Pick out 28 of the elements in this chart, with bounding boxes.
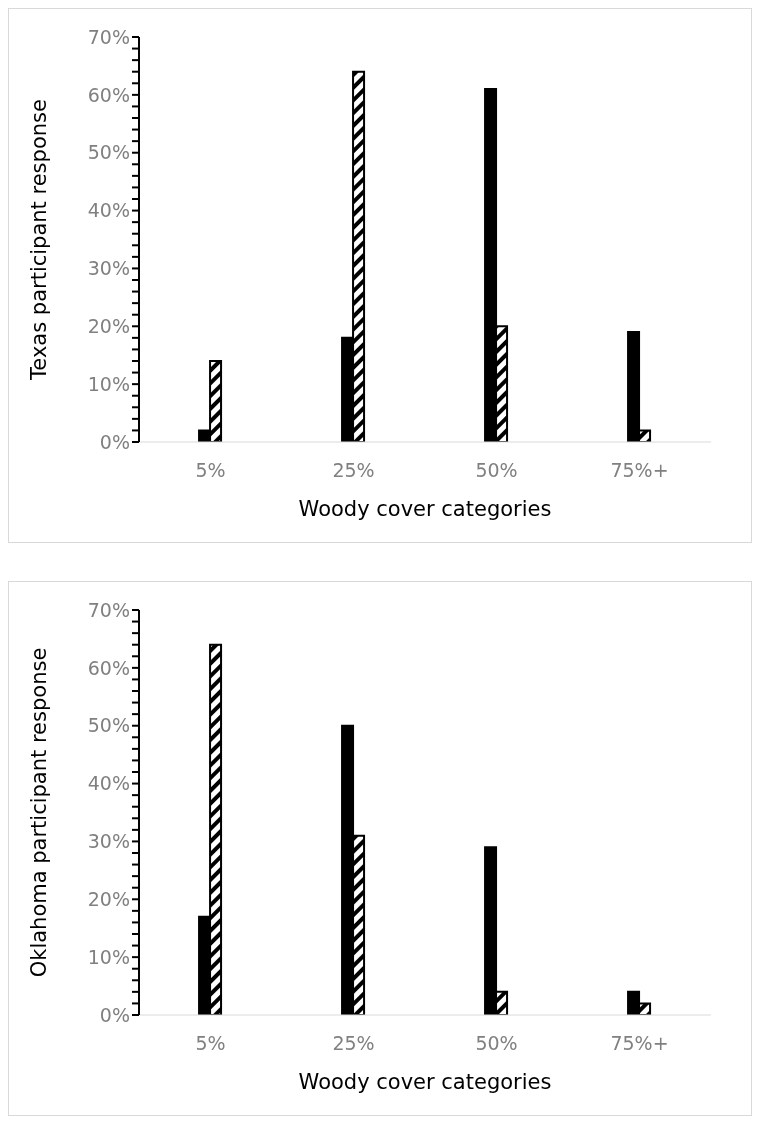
y-tick-label: 30% — [87, 830, 130, 853]
y-tick-label: 10% — [87, 372, 130, 395]
y-tick-label: 40% — [87, 772, 130, 795]
x-tick-label: 75%+ — [610, 1032, 669, 1055]
y-tick-label: 60% — [87, 83, 130, 106]
y-tick-label: 40% — [87, 199, 130, 222]
x-axis-title: Woody cover categories — [298, 1070, 552, 1094]
y-tick-label: 20% — [87, 315, 130, 338]
y-tick-label: 60% — [87, 656, 130, 679]
y-tick-label: 70% — [87, 598, 130, 621]
x-tick-label: 50% — [475, 1032, 518, 1055]
y-tick-label: 20% — [87, 888, 130, 911]
y-tick-label: 0% — [99, 1003, 130, 1026]
y-tick-label: 0% — [99, 430, 130, 453]
x-tick-label: 5% — [195, 1032, 226, 1055]
x-tick-label: 25% — [332, 459, 375, 482]
x-tick-label: 5% — [195, 459, 226, 482]
y-tick-label: 30% — [87, 257, 130, 280]
y-tick-label: 70% — [87, 25, 130, 48]
y-tick-label: 10% — [87, 945, 130, 968]
y-tick-label: 50% — [87, 141, 130, 164]
y-axis-title: Oklahoma participant response — [27, 647, 52, 978]
x-tick-label: 75%+ — [610, 459, 669, 482]
x-tick-label: 25% — [332, 1032, 375, 1055]
x-axis-title: Woody cover categories — [298, 497, 552, 521]
x-tick-label: 50% — [475, 459, 518, 482]
y-tick-label: 50% — [87, 714, 130, 737]
y-axis-title: Texas participant response — [27, 99, 52, 381]
